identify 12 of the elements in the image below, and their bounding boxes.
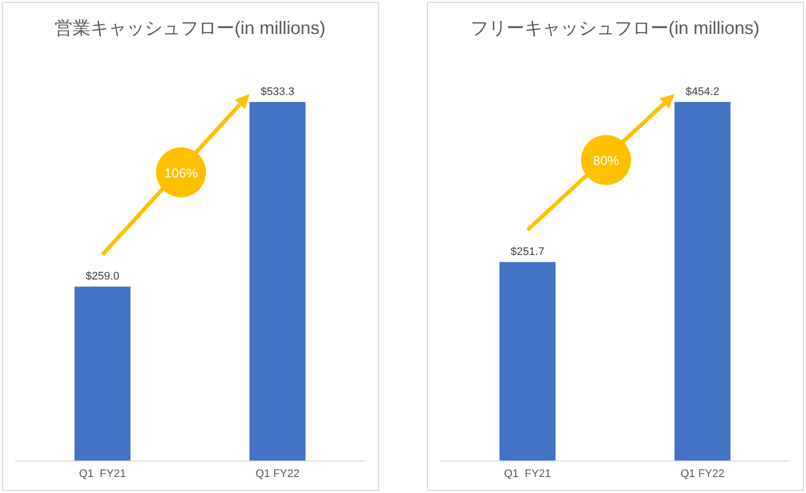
- chart-title: フリーキャッシュフロー(in millions): [470, 18, 760, 38]
- annotation: 80%: [592, 153, 620, 168]
- x-tick-label: Q1 FY21: [504, 468, 552, 480]
- data-label: $533.3: [260, 86, 294, 98]
- annotation: 106%: [164, 165, 198, 180]
- x-tick-label: Q1 FY22: [255, 468, 300, 480]
- x-tick-label: Q1 FY22: [680, 468, 725, 480]
- data-label: $454.2: [686, 86, 720, 98]
- data-label: $259.0: [86, 270, 120, 283]
- x-tick-label: Q1 FY21: [78, 468, 126, 480]
- data-label: $251.7: [510, 246, 544, 258]
- chart-title: 営業キャッシュフロー(in millions): [54, 18, 326, 38]
